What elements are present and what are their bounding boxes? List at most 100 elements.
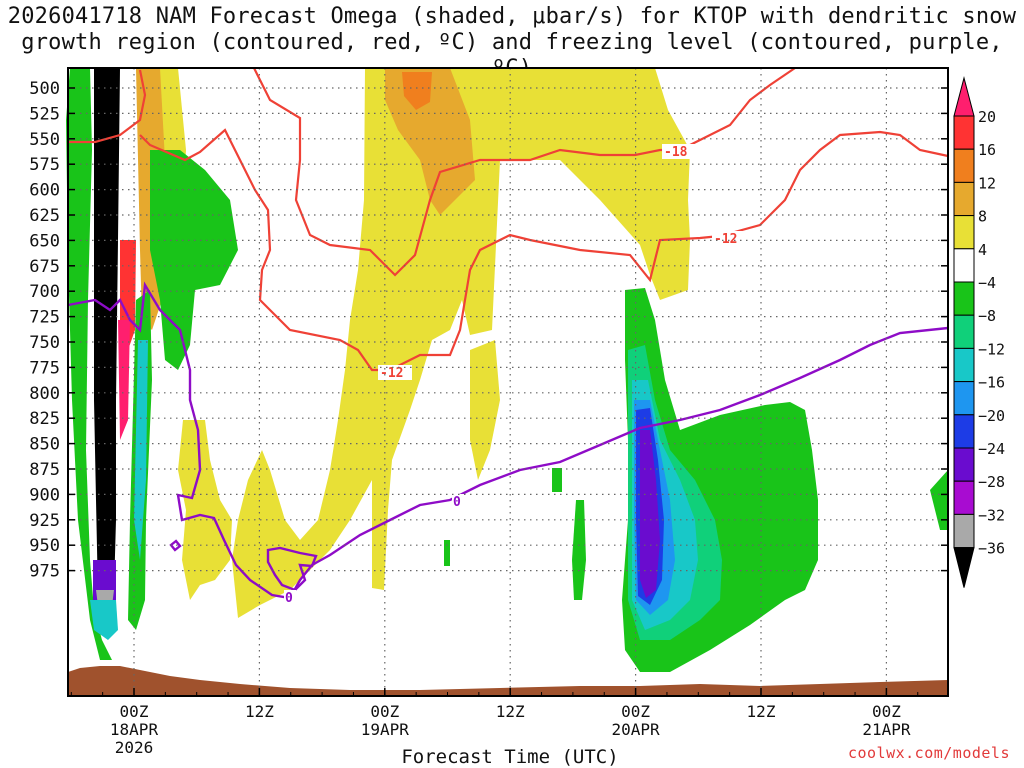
omega-area-yellow-left [178,420,232,600]
colorbar-swatch [953,513,975,549]
colorbar-label: 12 [978,174,996,192]
y-tick-label: 925 [29,511,60,531]
x-tick-sublabel: 2026 [115,738,154,757]
x-tick-sublabel: 19APR [361,720,410,739]
y-tick-label: 500 [29,79,60,99]
omega-shading [66,68,948,672]
colorbar-swatch [953,347,975,383]
colorbar-swatch [953,148,975,183]
x-tick-label: 00Z [370,702,399,721]
y-tick-label: 575 [29,155,60,175]
y-tick-label: 675 [29,257,60,277]
omega-area-yellow [232,68,690,618]
y-tick-label: 850 [29,435,60,455]
omega-area-black-strip [94,68,120,596]
plot-frame [67,67,949,697]
terrain-ground [68,666,948,696]
red-label-1: -18 [664,145,688,160]
y-tick-label: 750 [29,333,60,353]
title-line-1: 2026041718 NAM Forecast Omega (shaded, μ… [7,4,1017,29]
omega-area-orange-top [385,68,475,215]
red-contour-left [68,69,147,144]
omega-area-green-left [66,68,112,660]
x-tick-label: 00Z [872,702,901,721]
colorbar-label: −20 [978,407,1005,425]
colorbar-label: −4 [978,274,996,292]
x-axis-title: Forecast Time (UTC) [401,746,619,768]
colorbar-label: −28 [978,473,1005,491]
x-tick-sublabel: 18APR [110,720,159,739]
omega-area-cyan-col [134,340,148,560]
colorbar-swatch [953,314,975,349]
purple-contours [67,281,949,600]
colorbar-label: −12 [978,340,1005,358]
colorbar-swatch [953,181,975,217]
title-line-2: growth region (contoured, red, ºC) and f… [21,30,1003,81]
x-tick-label: 12Z [245,702,274,721]
colorbar-swatch [953,480,975,515]
purple-label-1: 0 [453,495,461,510]
dendritic-contours [68,67,949,372]
freezing-level-main [67,281,949,600]
colorbar-swatch [953,215,975,250]
x-tick-label: 00Z [120,702,149,721]
x-tick-sublabel: 21APR [862,720,911,739]
colorbar-label: 20 [978,108,996,126]
omega-area-green-speck-3 [444,540,450,566]
colorbar-label: −8 [978,307,996,325]
y-tick-label: 800 [29,384,60,404]
colorbar-label: −24 [978,440,1005,458]
colorbar-label: −36 [978,540,1005,558]
x-tick-label: 12Z [496,702,525,721]
y-tick-label: 775 [29,358,60,378]
y-tick-label: 625 [29,206,60,226]
colorbar-label: 8 [978,208,987,226]
colorbar-swatch [953,447,975,482]
omega-area-magenta-strip [118,320,130,440]
omega-area-yellow-mid [470,340,500,480]
y-tick-label: 975 [29,562,60,582]
contour-labels: -18 -12 -12 0 0 [284,144,746,606]
red-label-3: -12 [380,366,403,381]
y-tick-label: 725 [29,308,60,328]
omega-area-purple-big [640,430,660,598]
colorbar-label: −16 [978,374,1005,392]
colorbar-label: 16 [978,141,996,159]
colorbar-swatch [953,381,975,416]
omega-area-green-mid-left [150,150,238,370]
credit-text: coolwx.com/models [847,744,1010,762]
colorbar-bottom-arrow [953,547,975,588]
colorbar-swatch [953,115,975,150]
colorbar-swatch [953,281,975,316]
x-tick-label: 00Z [621,702,650,721]
omega-area-orange-peak [402,72,432,110]
y-tick-label: 525 [29,104,60,124]
y-tick-label: 650 [29,231,60,251]
freezing-level-loop [266,546,318,592]
colorbar-swatch [953,414,975,449]
x-tick-label: 12Z [747,702,776,721]
red-label-2: -12 [714,232,737,247]
x-tick-sublabel: 20APR [612,720,661,739]
grid-lines [68,68,948,696]
colorbar-label: 4 [978,241,987,259]
colorbar-swatch [953,248,975,283]
colorbar: 20 16 12 8 4 −4 −8 −12 −16 −20 −24 −28 −32 −36 [953,76,1005,588]
y-tick-label: 875 [29,460,60,480]
omega-area-green-right-edge [930,470,948,530]
colorbar-top-arrow [953,76,975,117]
purple-label-2: 0 [285,591,293,606]
colorbar-label: −32 [978,506,1005,524]
omega-area-green-speck-1 [552,468,562,492]
y-tick-label: 900 [29,485,60,505]
y-tick-label: 700 [29,282,60,302]
y-tick-label: 600 [29,181,60,201]
y-tick-label: 550 [29,130,60,150]
omega-area-green-speck-2 [572,500,586,600]
chart-title: 2026041718 NAM Forecast Omega (shaded, μ… [0,4,1024,82]
y-tick-label: 825 [29,409,60,429]
omega-area-cyan-base [90,600,118,640]
y-axis: 500 525 550 575 600 625 650 675 700 725 750 775 800 8… [29,79,948,582]
